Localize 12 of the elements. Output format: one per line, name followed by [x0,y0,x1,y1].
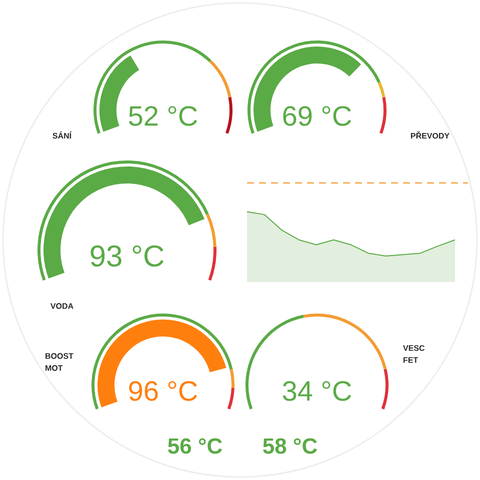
text: 58 °C [263,438,318,454]
text: VODA [50,303,74,309]
text: 93 °C [90,245,164,267]
text: BOOST MOT [46,353,74,371]
text: SÁNÍ [52,131,72,139]
text: PŘEVODY [410,131,450,139]
text: VESC FET [403,345,425,363]
text: 34 °C [282,381,352,401]
text: 56 °C [168,438,222,454]
text: 96 °C [129,381,198,401]
text: 69 °C [283,106,352,126]
text: 52 °C [128,106,198,126]
